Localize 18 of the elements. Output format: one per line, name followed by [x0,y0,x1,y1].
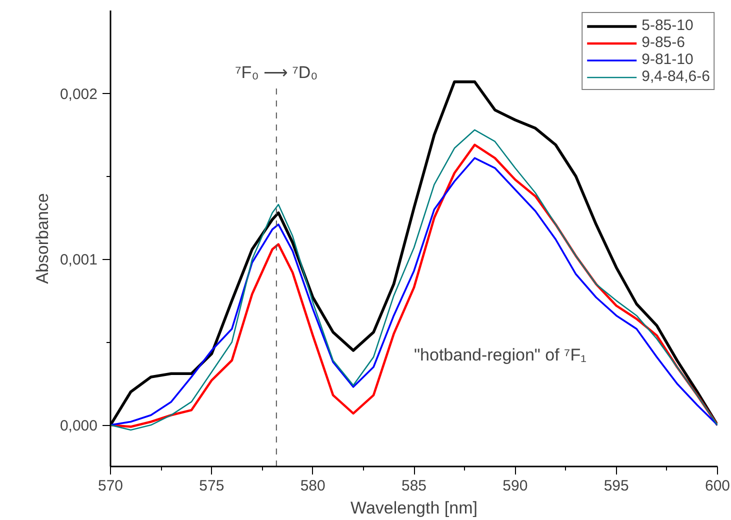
y-tick-label: 0,000 [60,418,98,435]
x-axis-title: Wavelength [nm] [350,498,478,518]
x-tick-label: 580 [300,478,326,494]
y-tick-label: 0,001 [60,252,98,269]
y-tick-label: 0,002 [60,86,98,103]
x-tick-label: 585 [401,478,427,494]
ref-line-label: ⁷F₀ ⟶ ⁷D₀ [235,63,318,82]
legend-label: 9-81-10 [642,51,694,68]
x-tick-label: 595 [604,478,629,494]
x-tick-label: 575 [199,478,224,494]
x-tick-label: 600 [704,478,730,494]
x-tick-label: 570 [98,478,124,494]
annotation: "hotband-region" of ⁷F₁ [414,345,587,364]
y-axis-title: Absorbance [32,193,52,284]
legend-label: 9-85-6 [642,34,685,51]
legend-label: 9,4-84,6-6 [642,68,710,85]
x-tick-label: 590 [502,478,528,494]
legend-label: 5-85-10 [642,17,694,34]
